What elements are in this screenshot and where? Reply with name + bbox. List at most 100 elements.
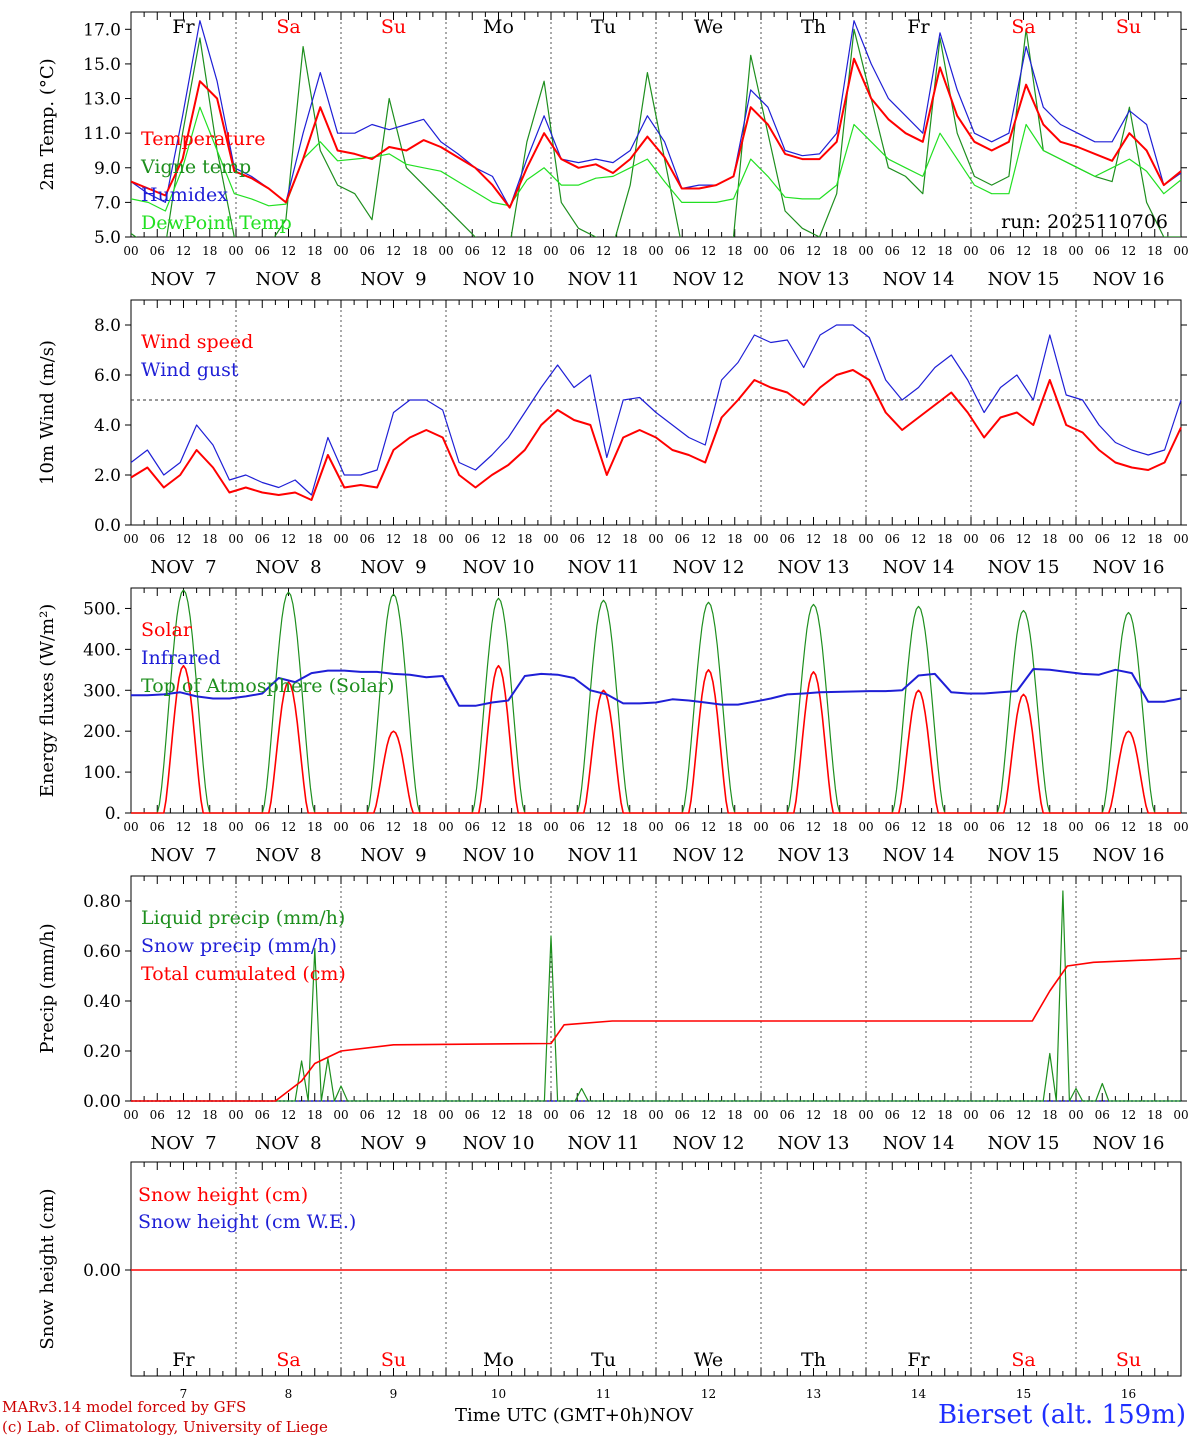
x-axis-month: NOV	[649, 1405, 694, 1426]
panel-5: 0.00 Snow height (cm) Snow height (cm) Snow…	[37, 1161, 1187, 1401]
hour-tick-label: 18	[832, 820, 847, 834]
hour-tick-label: 18	[727, 1108, 742, 1122]
date-label: NOV 14	[883, 557, 955, 578]
hour-tick-label: 00	[1068, 1108, 1083, 1122]
hour-tick-label: 00	[438, 532, 453, 546]
hour-tick-label: 12	[596, 244, 611, 258]
hour-tick-label: 12	[596, 820, 611, 834]
y-tick-label: 0.00	[83, 1261, 121, 1281]
hour-tick-label: 18	[202, 532, 217, 546]
hour-tick-label: 06	[570, 532, 585, 546]
y-tick-label: 7.0	[94, 193, 121, 213]
hour-tick-label: 06	[150, 1108, 165, 1122]
hour-tick-label: 12	[596, 532, 611, 546]
hour-tick-label: 00	[333, 532, 348, 546]
legend-entry: Snow precip (mm/h)	[141, 935, 337, 957]
hour-tick-label: 06	[150, 532, 165, 546]
hour-tick-label: 06	[1095, 1108, 1110, 1122]
hour-tick-label: 12	[491, 244, 506, 258]
hour-tick-label: 18	[622, 820, 637, 834]
hour-tick-label: 00	[963, 244, 978, 258]
hour-tick-label: 18	[202, 1108, 217, 1122]
hour-tick-label: 00	[963, 820, 978, 834]
day-name-label: Th	[801, 1349, 826, 1371]
day-name-label: We	[694, 16, 723, 38]
hour-tick-label: 00	[1173, 1108, 1188, 1122]
date-label: NOV 10	[463, 269, 535, 290]
hour-tick-label: 12	[176, 1108, 191, 1122]
date-label: NOV 9	[360, 269, 426, 290]
hour-tick-label: 18	[412, 1108, 427, 1122]
hour-tick-label: 18	[307, 244, 322, 258]
hour-tick-label: 00	[1068, 244, 1083, 258]
station-name: Bierset (alt. 159m)	[937, 1400, 1186, 1430]
series-line-liquid-precip	[131, 890, 1181, 1102]
hour-tick-label: 18	[1042, 1108, 1057, 1122]
series-line-total-cumulated	[131, 957, 1182, 1102]
hour-tick-label: 06	[675, 532, 690, 546]
hour-tick-label: 06	[885, 244, 900, 258]
day-name-label: We	[694, 1349, 723, 1371]
legend-entry: Liquid precip (mm/h)	[141, 907, 345, 929]
hour-tick-label: 00	[333, 1108, 348, 1122]
legend-entry: Total cumulated (cm)	[141, 963, 346, 985]
hour-tick-label: 06	[990, 820, 1005, 834]
hour-tick-label: 12	[911, 820, 926, 834]
hour-tick-label: 00	[753, 532, 768, 546]
date-label: NOV 10	[463, 1133, 535, 1154]
hour-tick-label: 06	[885, 532, 900, 546]
date-label: NOV 15	[988, 269, 1060, 290]
date-label: NOV 8	[255, 269, 321, 290]
hour-tick-label: 12	[176, 532, 191, 546]
y-tick-label: 2.0	[94, 466, 121, 486]
day-name-label: Sa	[276, 16, 300, 38]
hour-tick-label: 06	[885, 1108, 900, 1122]
day-name-label: Fr	[907, 1349, 930, 1371]
date-label: NOV 11	[568, 845, 640, 866]
hour-tick-label: 00	[858, 244, 873, 258]
hour-tick-label: 18	[622, 244, 637, 258]
day-number-label: 11	[596, 1387, 611, 1401]
hour-tick-label: 12	[911, 244, 926, 258]
hour-tick-label: 06	[675, 1108, 690, 1122]
hour-tick-label: 06	[885, 820, 900, 834]
hour-tick-label: 18	[412, 244, 427, 258]
day-name-label: Fr	[172, 16, 195, 38]
hour-tick-label: 00	[1173, 244, 1188, 258]
date-label: NOV 13	[778, 845, 850, 866]
date-label: NOV 13	[778, 557, 850, 578]
hour-tick-label: 12	[386, 244, 401, 258]
hour-tick-label: 06	[780, 244, 795, 258]
series-line-temperature	[131, 57, 1181, 209]
date-label: NOV 15	[988, 557, 1060, 578]
hour-tick-label: 18	[1147, 244, 1162, 258]
hour-tick-label: 00	[648, 1108, 663, 1122]
hour-tick-label: 06	[255, 244, 270, 258]
day-number-label: 16	[1121, 1387, 1136, 1401]
hour-tick-label: 18	[307, 1108, 322, 1122]
hour-tick-label: 12	[911, 532, 926, 546]
date-label: NOV 13	[778, 1133, 850, 1154]
day-name-label: Sa	[276, 1349, 300, 1371]
date-label: NOV 10	[463, 557, 535, 578]
date-label: NOV 11	[568, 1133, 640, 1154]
hour-tick-label: 12	[806, 532, 821, 546]
y-axis-label: Energy fluxes (W/m²)	[37, 604, 58, 798]
y-tick-label: 500.	[83, 599, 121, 619]
date-label: NOV 14	[883, 1133, 955, 1154]
hour-tick-label: 18	[937, 532, 952, 546]
hour-tick-label: 00	[123, 1108, 138, 1122]
y-tick-label: 400.	[83, 640, 121, 660]
hour-tick-label: 06	[675, 244, 690, 258]
hour-tick-label: 00	[228, 820, 243, 834]
date-label: NOV 16	[1093, 557, 1165, 578]
hour-tick-label: 18	[412, 820, 427, 834]
hour-tick-label: 00	[228, 1108, 243, 1122]
hour-tick-label: 18	[937, 1108, 952, 1122]
legend-entry: Solar	[141, 619, 193, 641]
hour-tick-label: 12	[1016, 244, 1031, 258]
date-label: NOV 8	[255, 1133, 321, 1154]
hour-tick-label: 12	[281, 532, 296, 546]
hour-tick-label: 12	[806, 1108, 821, 1122]
date-label: NOV 16	[1093, 845, 1165, 866]
